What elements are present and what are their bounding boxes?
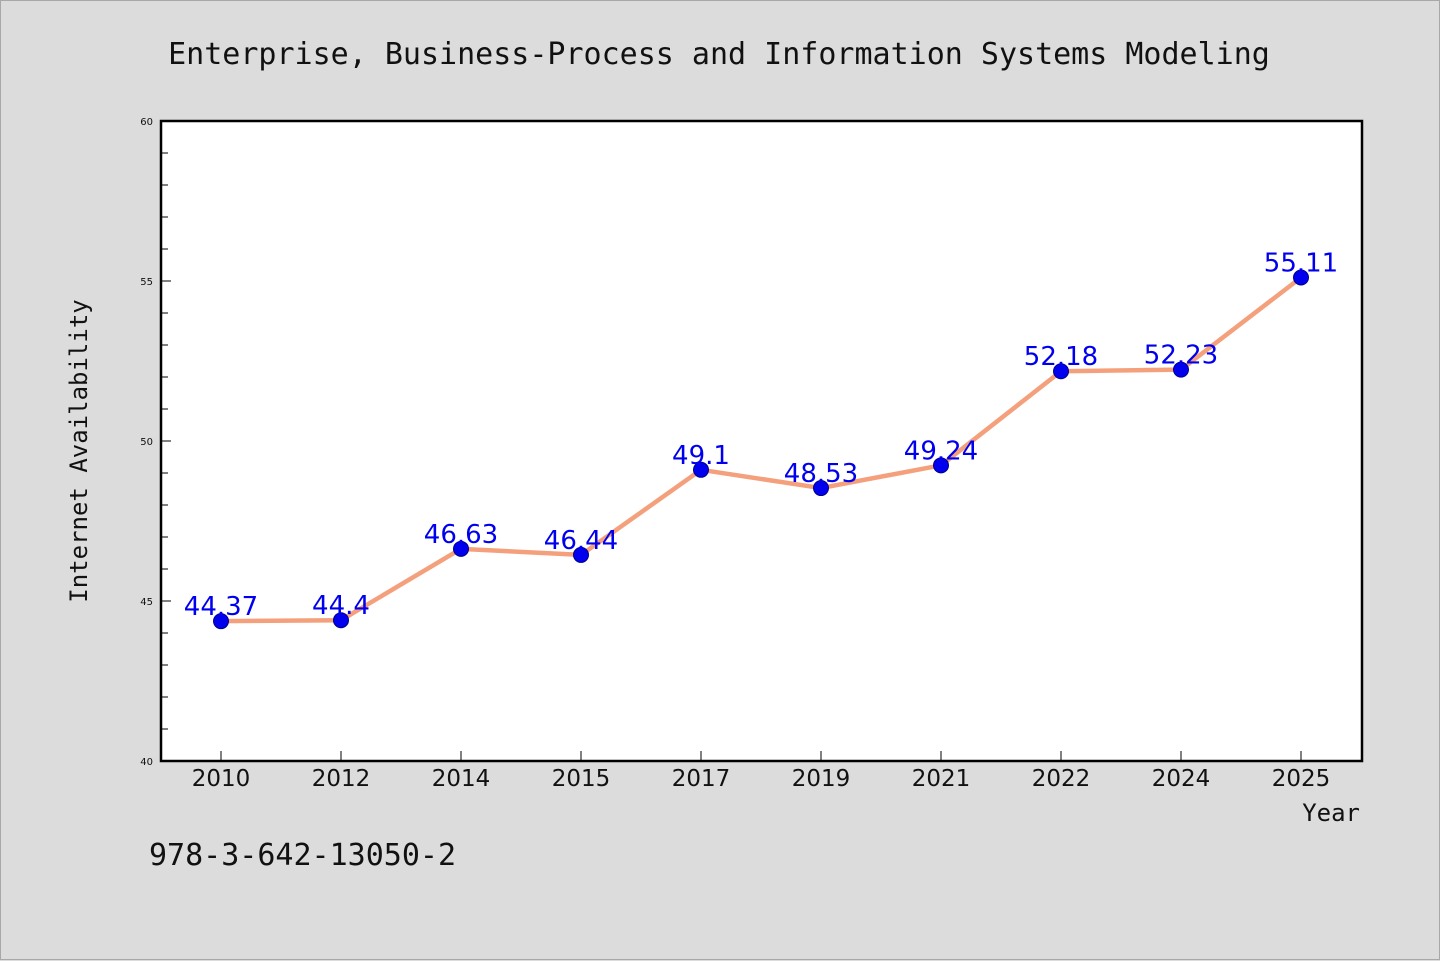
- data-label: 49.24: [904, 436, 978, 466]
- y-tick-label: 45: [140, 597, 153, 608]
- data-point: [813, 480, 829, 497]
- data-point: [213, 613, 229, 630]
- x-tick-label: 2019: [792, 766, 851, 792]
- data-labels: 44.37 44.4 46.63 46.44 49.1 48.53 49.24 52.18 52…: [184, 248, 1338, 622]
- data-point: [453, 540, 469, 557]
- data-point: [1053, 363, 1069, 380]
- x-tick-label: 2010: [192, 766, 251, 792]
- data-point: [573, 546, 589, 563]
- data-label: 49.1: [672, 441, 730, 471]
- x-tick-label: 2014: [432, 766, 491, 792]
- data-point: [693, 461, 709, 478]
- data-point: [1173, 361, 1189, 378]
- plot-area: [159, 119, 1364, 763]
- x-tick-label: 2015: [552, 766, 611, 792]
- data-point: [933, 457, 949, 474]
- y-axis-title: Internet Availability: [65, 299, 93, 602]
- data-label: 46.63: [424, 520, 498, 550]
- data-point: [1293, 269, 1309, 286]
- axis-ticks: 40 45 50 55 60 2010 2012 2014 2015 2017 2019 2021 20…: [140, 117, 1330, 792]
- x-tick-label: 2021: [912, 766, 971, 792]
- y-tick-label: 60: [140, 117, 153, 128]
- data-label: 52.18: [1024, 342, 1098, 372]
- data-label: 46.44: [544, 526, 618, 556]
- y-tick-label: 50: [140, 437, 153, 448]
- isbn-footer: 978-3-642-13050-2: [149, 838, 456, 873]
- x-tick-label: 2022: [1032, 766, 1091, 792]
- x-axis-title: Year: [1302, 799, 1360, 827]
- data-label: 44.4: [312, 591, 370, 621]
- data-points: [213, 269, 1309, 630]
- x-tick-label: 2024: [1152, 766, 1211, 792]
- x-tick-label: 2025: [1272, 766, 1331, 792]
- data-point: [333, 612, 349, 629]
- y-tick-label: 40: [140, 757, 153, 768]
- data-label: 55.11: [1264, 248, 1338, 278]
- data-label: 48.53: [784, 459, 858, 489]
- x-tick-label: 2012: [312, 766, 371, 792]
- chart-title: Enterprise, Business-Process and Informa…: [168, 37, 1270, 72]
- series-line-layer: [218, 275, 1304, 624]
- y-tick-label: 55: [140, 277, 153, 288]
- data-label: 44.37: [184, 592, 258, 622]
- x-tick-label: 2017: [672, 766, 731, 792]
- data-label: 52.23: [1144, 341, 1218, 371]
- series-line: [218, 275, 1304, 624]
